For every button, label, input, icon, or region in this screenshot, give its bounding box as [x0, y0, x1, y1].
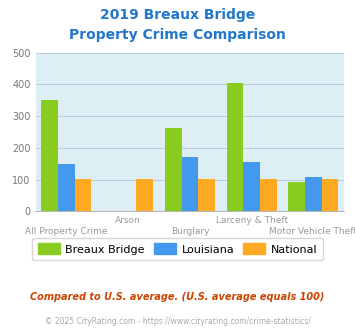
Bar [165, 128, 182, 211]
Bar [136, 179, 153, 211]
Bar [244, 162, 260, 211]
Bar [289, 182, 305, 211]
Bar [75, 179, 91, 211]
Text: Compared to U.S. average. (U.S. average equals 100): Compared to U.S. average. (U.S. average … [30, 292, 325, 302]
Bar [198, 179, 215, 211]
Bar [42, 100, 58, 211]
Text: Property Crime Comparison: Property Crime Comparison [69, 28, 286, 42]
Text: Motor Vehicle Theft: Motor Vehicle Theft [269, 227, 355, 236]
Legend: Breaux Bridge, Louisiana, National: Breaux Bridge, Louisiana, National [32, 238, 323, 260]
Bar [182, 157, 198, 211]
Text: © 2025 CityRating.com - https://www.cityrating.com/crime-statistics/: © 2025 CityRating.com - https://www.city… [45, 317, 310, 326]
Text: Burglary: Burglary [171, 227, 209, 236]
Bar [305, 177, 322, 211]
Bar [260, 179, 277, 211]
Bar [58, 164, 75, 211]
Bar [322, 179, 338, 211]
Text: 2019 Breaux Bridge: 2019 Breaux Bridge [100, 8, 255, 22]
Text: All Property Crime: All Property Crime [25, 227, 108, 236]
Bar [227, 82, 244, 211]
